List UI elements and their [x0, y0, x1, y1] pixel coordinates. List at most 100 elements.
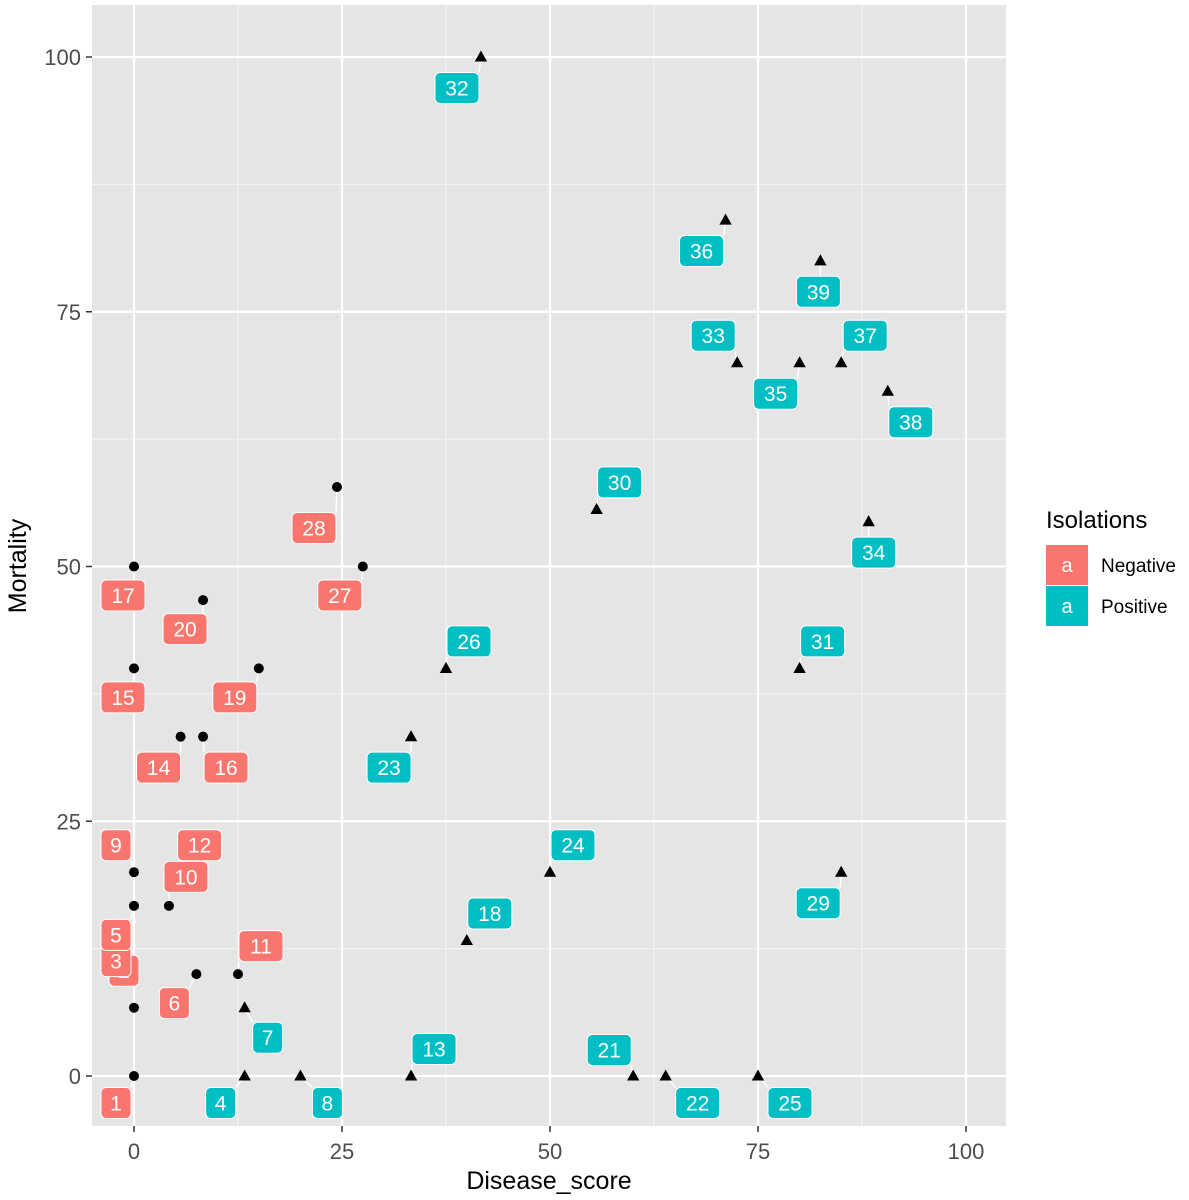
data-label-box — [800, 625, 846, 658]
data-label-text: 21 — [598, 1040, 621, 1063]
data-point-circle — [191, 969, 202, 980]
data-point-circle — [233, 969, 243, 980]
data-point-triangle — [590, 502, 603, 514]
data-label: 6 — [158, 987, 190, 1020]
y-axis-ticks: 0 25 50 75 100 — [44, 45, 92, 1089]
data-point-triangle — [404, 730, 418, 742]
data-label-box — [311, 1087, 343, 1119]
data-label-box — [851, 536, 897, 569]
data-point-circle — [129, 867, 139, 878]
data-label-text: 29 — [807, 893, 830, 916]
data-label: 8 — [311, 1087, 343, 1119]
y-tick-label: 50 — [57, 555, 81, 580]
data-label-text: 26 — [457, 631, 480, 654]
data-label: 28 — [291, 512, 337, 545]
data-label-text: 36 — [690, 241, 713, 264]
y-tick-label: 0 — [69, 1064, 81, 1089]
major-gridlines — [92, 5, 1006, 1126]
data-label: 32 — [434, 72, 480, 104]
data-label-text: 16 — [214, 757, 237, 780]
x-tick-label: 100 — [948, 1139, 985, 1164]
y-tick-label: 100 — [44, 45, 81, 70]
data-label-text: 13 — [422, 1039, 445, 1062]
data-label: 14 — [136, 751, 182, 784]
data-label-text: 12 — [188, 835, 211, 858]
data-label-box — [795, 887, 841, 920]
data-label-box — [675, 1087, 721, 1119]
data-label-box — [795, 275, 841, 308]
data-label-text: 10 — [174, 866, 197, 889]
data-label: 24 — [550, 829, 596, 862]
data-label-box — [753, 377, 799, 410]
data-point-triangle — [460, 933, 473, 946]
data-label-text: 38 — [899, 412, 922, 435]
data-point-triangle — [793, 661, 806, 673]
legend-entries: a Negative a Positive — [1046, 545, 1176, 626]
data-label-text: 11 — [250, 936, 272, 959]
legend-label: Negative — [1101, 556, 1176, 577]
data-label-box — [177, 829, 223, 862]
data-point-triangle — [238, 1001, 251, 1013]
data-label: 10 — [163, 860, 209, 893]
data-label-box — [446, 625, 492, 658]
data-point-triangle — [439, 661, 453, 673]
data-label-box — [434, 72, 480, 104]
data-point-triangle — [719, 213, 732, 225]
x-axis-ticks: 0 25 50 75 100 — [128, 1126, 984, 1164]
data-label-box — [212, 681, 258, 714]
legend-key-text: a — [1061, 555, 1073, 577]
data-label-box — [842, 319, 888, 352]
data-label-box — [597, 466, 643, 499]
data-label-text: 34 — [862, 542, 886, 565]
data-label-text: 20 — [173, 619, 196, 642]
data-label: 31 — [800, 625, 846, 658]
legend-entry: a Positive — [1046, 586, 1168, 626]
data-label-text: 4 — [215, 1093, 227, 1116]
data-label: 37 — [842, 319, 888, 352]
data-label: 22 — [675, 1087, 721, 1119]
data-label-box — [679, 235, 725, 268]
data-label-text: 5 — [110, 924, 122, 947]
data-label: 34 — [851, 536, 897, 569]
data-label: 12 — [177, 829, 223, 862]
data-label-box — [550, 829, 596, 862]
data-point-circle — [332, 482, 343, 493]
x-tick-label: 0 — [128, 1139, 140, 1164]
legend-title: Isolations — [1046, 507, 1147, 534]
data-label: 20 — [162, 613, 208, 646]
data-label-text: 25 — [778, 1093, 801, 1116]
data-label-text: 37 — [854, 325, 877, 348]
data-label-text: 22 — [686, 1093, 709, 1116]
data-label-text: 1 — [110, 1093, 122, 1116]
data-label: 9 — [100, 829, 132, 862]
data-point-triangle — [862, 515, 875, 527]
data-label-text: 8 — [322, 1093, 334, 1116]
data-label-box — [767, 1087, 813, 1119]
data-label: 13 — [411, 1033, 457, 1065]
data-label-text: 3 — [110, 951, 122, 974]
x-tick-label: 25 — [330, 1139, 354, 1164]
x-tick-label: 75 — [746, 1139, 770, 1164]
data-label-box — [162, 613, 208, 646]
y-tick-label: 25 — [57, 809, 81, 834]
data-label-box — [100, 918, 132, 951]
data-label: 39 — [795, 275, 841, 308]
data-point-circle — [163, 900, 174, 911]
x-tick-label: 50 — [538, 1139, 562, 1164]
data-labels: 1 23 5 6 9 10 11 12 14 15 16 17 19 20 27 28 4 7 8 13 18 21 22 2… — [100, 72, 934, 1119]
data-label: 16 — [203, 751, 249, 784]
data-label-box — [252, 1021, 284, 1054]
data-label-box — [100, 1087, 132, 1119]
data-label-box — [163, 860, 209, 893]
data-point-triangle — [731, 356, 744, 368]
data-point-triangle — [659, 1069, 672, 1081]
data-point-triangle — [835, 356, 848, 368]
data-label: 30 — [597, 466, 643, 499]
data-label-box — [100, 829, 132, 862]
data-label: 15 — [100, 681, 146, 714]
data-label-box — [100, 681, 146, 714]
data-label-text: 32 — [445, 78, 468, 101]
data-label: 5 — [100, 918, 132, 951]
data-label: 25 — [767, 1087, 813, 1119]
data-label-text: 30 — [608, 472, 631, 495]
